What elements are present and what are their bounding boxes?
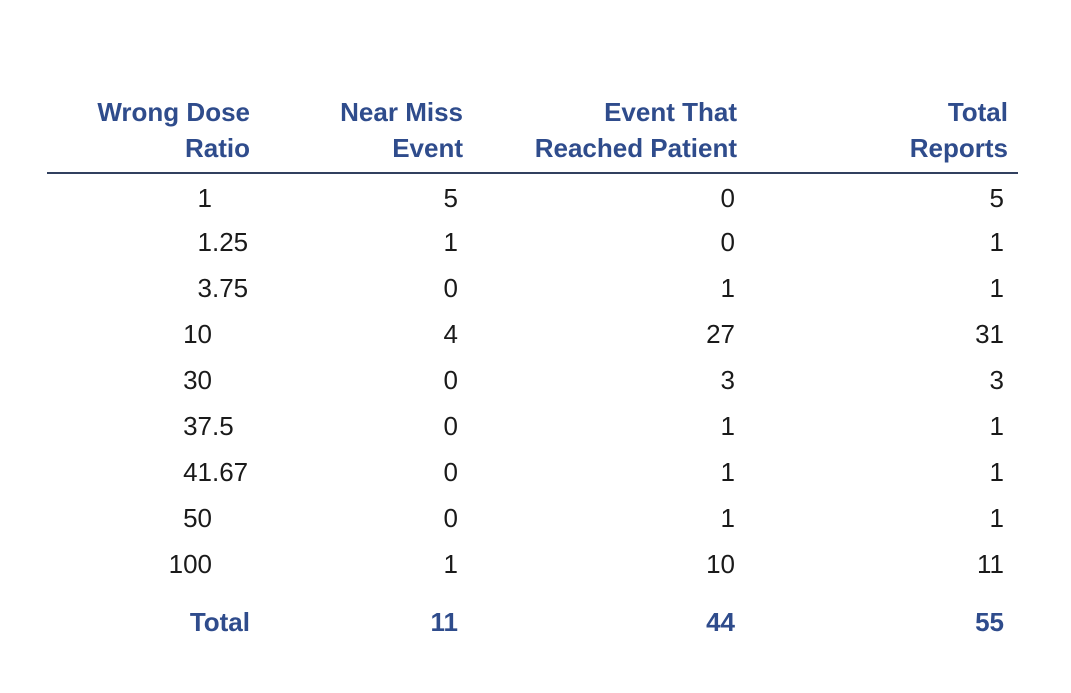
table-row: 1 5 0 5 (47, 173, 1018, 219)
ratio-cell: 41.67 (47, 449, 260, 495)
reached-patient-value: 0 (720, 226, 735, 257)
ratio-fraction (212, 549, 260, 580)
wrong-dose-ratio-table: Wrong Dose Ratio Near Miss Event Event T… (47, 92, 1018, 638)
total-reports-value: 5 (989, 183, 1004, 213)
table-row: 100 1 10 11 (47, 541, 1018, 587)
table-row: 50 0 1 1 (47, 495, 1018, 541)
ratio-fraction (212, 365, 260, 396)
column-header-event-reached-patient: Event That Reached Patient (472, 92, 744, 174)
reached-patient-value: 1 (720, 502, 735, 533)
ratio-cell: 1 (47, 173, 260, 219)
table-total-row: Total 11 44 55 (47, 587, 1018, 638)
header-line: Reached Patient (534, 133, 737, 163)
reached-patient-value: 3 (720, 364, 735, 395)
table-row: 10 4 27 31 (47, 311, 1018, 357)
ratio-cell: 1.25 (47, 219, 260, 265)
total-reports-value: 1 (989, 456, 1004, 487)
reached-patient-value: 1 (720, 456, 735, 487)
near-miss-value: 0 (443, 456, 458, 487)
total-row-label: Total (189, 607, 250, 637)
ratio-value: 30 (183, 364, 212, 395)
reached-patient-value: 27 (706, 318, 735, 349)
ratio-fraction: .67 (212, 456, 249, 487)
near-miss-value: 0 (443, 364, 458, 395)
ratio-value: 37 (183, 410, 212, 441)
reached-patient-value: 10 (706, 548, 735, 579)
near-miss-total: 11 (430, 607, 459, 637)
header-line: Near Miss (340, 97, 463, 127)
near-miss-value: 1 (443, 226, 458, 257)
ratio-cell: 3.75 (47, 265, 260, 311)
reached-patient-total: 44 (706, 607, 735, 637)
ratio-cell: 10 (47, 311, 260, 357)
ratio-fraction (212, 183, 260, 214)
header-line: Reports (909, 133, 1008, 163)
near-miss-value: 1 (443, 548, 458, 579)
ratio-cell: 30 (47, 357, 260, 403)
table-row: 3.75 0 1 1 (47, 265, 1018, 311)
table-row: 41.67 0 1 1 (47, 449, 1018, 495)
ratio-cell: 37.5 (47, 403, 260, 449)
total-reports-value: 1 (989, 226, 1004, 257)
total-reports-value: 1 (989, 502, 1004, 533)
total-reports-value: 31 (975, 318, 1004, 349)
total-reports-value: 11 (977, 548, 1004, 579)
table-row: 37.5 0 1 1 (47, 403, 1018, 449)
ratio-value: 100 (168, 548, 212, 579)
ratio-fraction: .25 (212, 226, 249, 257)
ratio-fraction (212, 503, 260, 534)
table-row: 1.25 1 0 1 (47, 219, 1018, 265)
total-reports-total: 55 (975, 607, 1004, 637)
near-miss-value: 0 (443, 410, 458, 441)
near-miss-value: 0 (443, 272, 458, 303)
ratio-value: 3 (197, 272, 212, 303)
ratio-cell: 100 (47, 541, 260, 587)
ratio-fraction: .5 (212, 410, 234, 441)
reached-patient-value: 0 (720, 183, 735, 213)
reached-patient-value: 1 (720, 410, 735, 441)
ratio-fraction (212, 319, 260, 350)
column-header-wrong-dose-ratio: Wrong Dose Ratio (47, 92, 260, 174)
near-miss-value: 0 (443, 502, 458, 533)
column-header-total-reports: Total Reports (744, 92, 1018, 174)
ratio-value: 1 (197, 183, 212, 213)
ratio-value: 50 (183, 502, 212, 533)
header-line: Wrong Dose (97, 97, 250, 127)
reached-patient-value: 1 (720, 272, 735, 303)
header-line: Event (392, 133, 463, 163)
ratio-value: 10 (183, 318, 212, 349)
column-header-near-miss-event: Near Miss Event (260, 92, 472, 174)
header-line: Total (947, 97, 1008, 127)
near-miss-value: 5 (443, 183, 458, 213)
table-header: Wrong Dose Ratio Near Miss Event Event T… (47, 92, 1018, 174)
near-miss-value: 4 (443, 318, 458, 349)
header-line: Ratio (185, 133, 250, 163)
total-reports-value: 3 (989, 364, 1004, 395)
ratio-cell: 50 (47, 495, 260, 541)
table-row: 30 0 3 3 (47, 357, 1018, 403)
ratio-fraction: .75 (212, 272, 249, 303)
header-line: Event That (604, 97, 737, 127)
total-reports-value: 1 (989, 272, 1004, 303)
ratio-value: 41 (183, 456, 212, 487)
ratio-value: 1 (197, 226, 212, 257)
total-reports-value: 1 (989, 410, 1004, 441)
